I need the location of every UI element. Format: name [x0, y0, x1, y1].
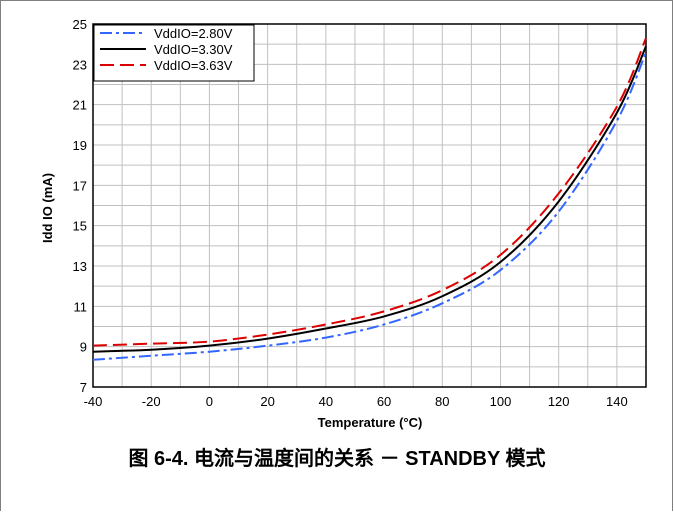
x-tick-label: 80	[435, 394, 449, 409]
x-axis-label: Temperature (°C)	[318, 415, 423, 430]
y-tick-label: 17	[73, 178, 87, 193]
grid	[92, 23, 647, 388]
y-tick-label: 11	[74, 299, 88, 314]
x-tick-label: 0	[206, 394, 213, 409]
legend-entry: VddIO=2.80V	[154, 26, 233, 41]
series-line-2	[92, 45, 647, 353]
y-tick-label: 9	[80, 340, 87, 355]
x-tick-label: -40	[84, 394, 103, 409]
y-tick-label: 15	[73, 219, 87, 234]
y-tick-label: 7	[80, 380, 87, 395]
figure-caption: 图 6-4. 电流与温度间的关系 － STANDBY 模式	[128, 448, 546, 470]
x-tick-labels: -40 -20 0 20 40 60 80 100 120 140	[84, 394, 628, 409]
legend-box	[93, 24, 255, 82]
series-line-3	[92, 37, 647, 347]
y-tick-label: 13	[73, 259, 87, 274]
x-tick-label: 20	[260, 394, 274, 409]
legend-entry: VddIO=3.63V	[154, 58, 233, 73]
x-tick-label: 120	[548, 394, 570, 409]
y-axis-label: Idd IO (mA)	[40, 173, 55, 243]
y-tick-labels: 7 9 11 13 15 17 19 21 23 25	[73, 17, 87, 395]
x-tick-label: 40	[319, 394, 333, 409]
x-tick-label: 140	[606, 394, 628, 409]
y-tick-label: 25	[73, 17, 87, 32]
y-tick-label: 19	[73, 138, 87, 153]
plot-area	[92, 23, 647, 388]
x-tick-label: 100	[490, 394, 512, 409]
series-line-1	[92, 51, 647, 361]
y-tick-label: 21	[73, 98, 87, 113]
x-tick-label: -20	[142, 394, 161, 409]
legend-entry: VddIO=3.30V	[154, 42, 233, 57]
y-tick-label: 23	[73, 57, 87, 72]
x-tick-label: 60	[377, 394, 391, 409]
series-layer	[92, 37, 647, 361]
idd-io-vs-temperature-chart: -40 -20 0 20 40 60 80 100 120 140 7 9 11 13 15 17 19 21 2…	[40, 17, 647, 430]
